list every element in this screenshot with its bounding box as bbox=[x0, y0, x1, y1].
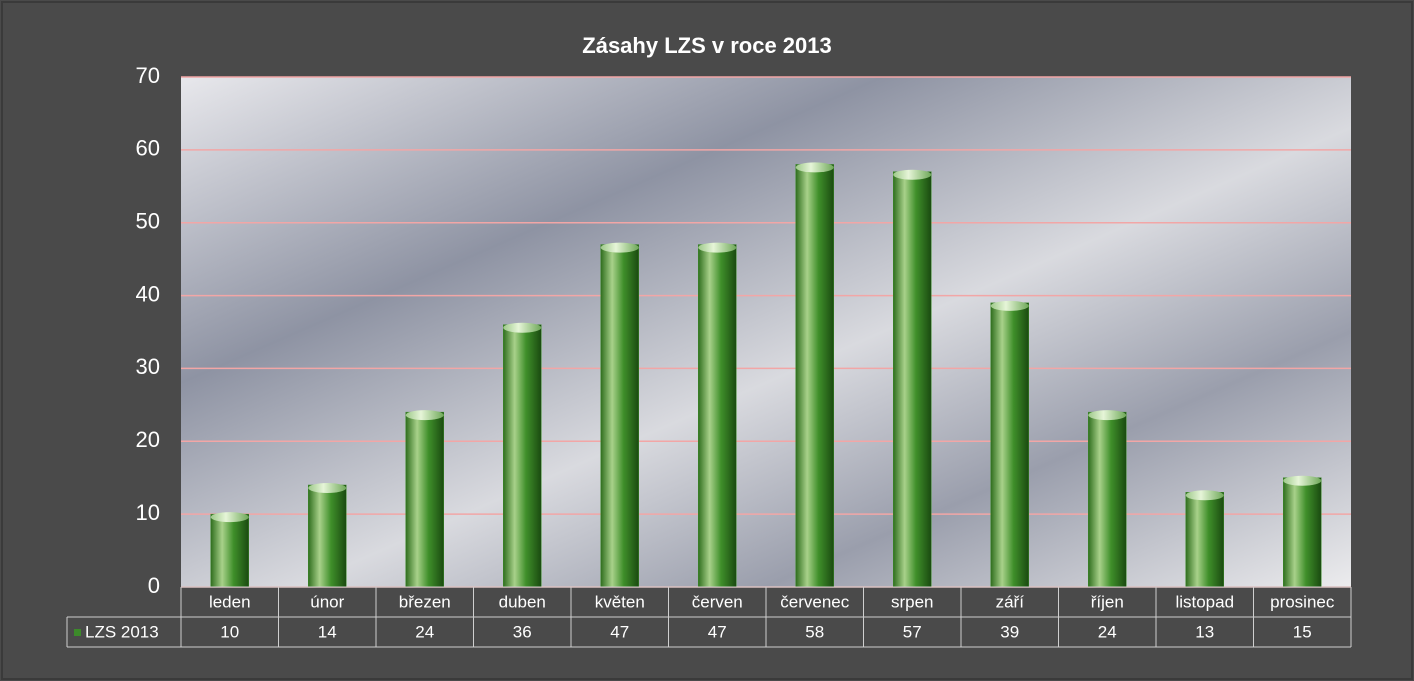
table-value: 58 bbox=[805, 622, 824, 641]
y-tick-label: 70 bbox=[136, 63, 160, 88]
bar bbox=[1088, 411, 1127, 588]
bar bbox=[405, 411, 444, 588]
bar bbox=[503, 324, 542, 588]
x-tick-label: červen bbox=[692, 592, 743, 611]
bar-cap bbox=[795, 162, 834, 173]
bar bbox=[990, 302, 1029, 588]
x-tick-label: červenec bbox=[780, 592, 849, 611]
bar-cap bbox=[308, 483, 347, 493]
bar bbox=[698, 244, 737, 588]
table-value: 13 bbox=[1195, 622, 1214, 641]
x-tick-label: únor bbox=[310, 592, 344, 611]
bar bbox=[795, 164, 834, 588]
y-tick-label: 40 bbox=[136, 281, 160, 306]
legend-marker bbox=[74, 629, 81, 636]
chart-title: Zásahy LZS v roce 2013 bbox=[582, 33, 831, 58]
x-tick-label: srpen bbox=[891, 592, 934, 611]
y-tick-label: 0 bbox=[148, 573, 160, 598]
bar-cap bbox=[405, 410, 444, 421]
table-value: 36 bbox=[513, 622, 532, 641]
table-value: 24 bbox=[415, 622, 434, 641]
plot-area bbox=[181, 77, 1351, 587]
table-value: 39 bbox=[1000, 622, 1019, 641]
y-tick-label: 50 bbox=[136, 209, 160, 234]
table-value: 47 bbox=[708, 622, 727, 641]
x-tick-label: březen bbox=[399, 592, 451, 611]
legend-label: LZS 2013 bbox=[85, 622, 159, 641]
x-tick-label: říjen bbox=[1091, 592, 1124, 611]
bar-cap bbox=[210, 512, 249, 523]
x-tick-label: prosinec bbox=[1270, 592, 1335, 611]
bar bbox=[1283, 477, 1322, 588]
x-tick-label: listopad bbox=[1175, 592, 1234, 611]
table-value: 24 bbox=[1098, 622, 1117, 641]
y-tick-label: 30 bbox=[136, 354, 160, 379]
table-value: 47 bbox=[610, 622, 629, 641]
bar bbox=[308, 484, 347, 588]
table-value: 57 bbox=[903, 622, 922, 641]
bar-cap bbox=[1283, 475, 1322, 486]
bar-cap bbox=[893, 169, 932, 180]
bar-cap bbox=[600, 242, 639, 253]
x-tick-label: duben bbox=[499, 592, 546, 611]
bar-cap bbox=[990, 300, 1029, 311]
bar-cap bbox=[1185, 490, 1224, 501]
y-tick-label: 60 bbox=[136, 136, 160, 161]
table-value: 14 bbox=[318, 622, 337, 641]
bar bbox=[600, 244, 639, 588]
bar-cap bbox=[698, 242, 737, 253]
bar bbox=[1185, 492, 1224, 588]
bar bbox=[893, 171, 932, 588]
table-value: 15 bbox=[1293, 622, 1312, 641]
x-tick-label: květen bbox=[595, 592, 645, 611]
table-value: 10 bbox=[220, 622, 239, 641]
y-tick-label: 20 bbox=[136, 427, 160, 452]
bar bbox=[210, 513, 249, 588]
bar-cap bbox=[1088, 410, 1127, 421]
bar-cap bbox=[503, 322, 542, 333]
x-tick-label: září bbox=[996, 592, 1025, 611]
y-tick-label: 10 bbox=[136, 500, 160, 525]
x-tick-label: leden bbox=[209, 592, 251, 611]
